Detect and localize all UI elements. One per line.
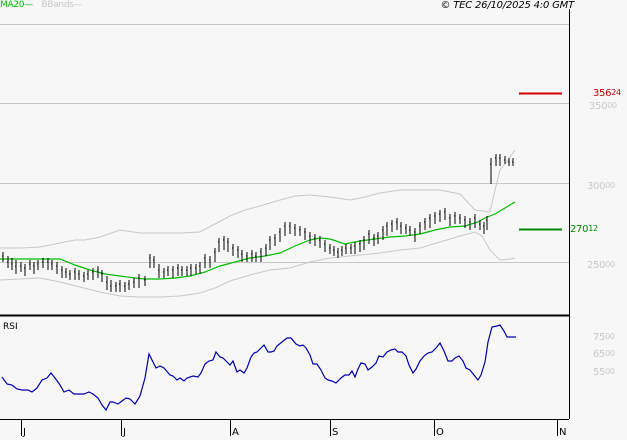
rsi-title: RSI: [3, 322, 18, 332]
x-tick-nov: N: [559, 427, 567, 438]
legend-ma20: MA20—: [0, 0, 33, 10]
price-gridlines: [0, 24, 569, 263]
x-tick-jun: J: [23, 427, 26, 438]
legend-bbands: BBands—: [41, 0, 83, 10]
price-label-350: 35000: [589, 101, 617, 112]
chart-legend: MA20— BBands—: [0, 0, 83, 11]
copyright-timestamp: © TEC 26/10/2025 4:0 GMT: [440, 0, 574, 11]
price-label-250: 25000: [587, 260, 615, 271]
rsi-label-55: 5500: [593, 367, 615, 378]
resistance-label: 35624: [593, 88, 621, 99]
x-tick-jul: J: [123, 427, 126, 438]
rsi-label-65: 6500: [593, 349, 615, 360]
bbands-lines: [0, 149, 516, 298]
ma20-line: [0, 201, 516, 280]
support-label: 27012: [570, 224, 598, 235]
rsi-line: [1, 324, 516, 412]
price-label-300: 30000: [587, 181, 615, 192]
x-tick-aug: A: [232, 427, 239, 438]
x-axis-ticks: [21, 419, 558, 436]
price-bars: [2, 154, 514, 292]
rsi-label-75: 7500: [593, 332, 615, 343]
x-tick-oct: O: [436, 427, 444, 438]
x-tick-sep: S: [332, 427, 339, 438]
